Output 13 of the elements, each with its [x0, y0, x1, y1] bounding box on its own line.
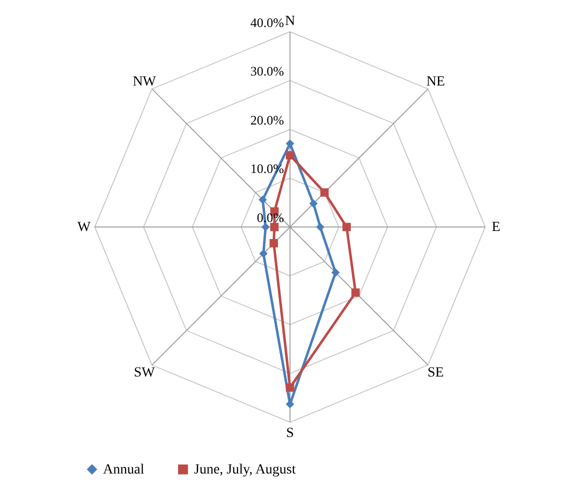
spoke-label: NE [426, 74, 445, 90]
legend-label: Annual [103, 462, 144, 478]
spoke-label: NW [132, 74, 157, 90]
legend-label: June, July, August [194, 462, 296, 478]
spoke-label: N [284, 14, 296, 30]
spoke-label: SE [427, 366, 444, 381]
spoke-label: S [286, 426, 294, 441]
y-tick-label: 20.0% [250, 112, 284, 128]
spoke-label: SW [134, 366, 156, 381]
spoke-label: E [492, 220, 500, 235]
spoke-label: W [77, 220, 92, 235]
y-tick-label: 40.0% [250, 14, 284, 30]
y-tick-label: 30.0% [250, 64, 284, 79]
